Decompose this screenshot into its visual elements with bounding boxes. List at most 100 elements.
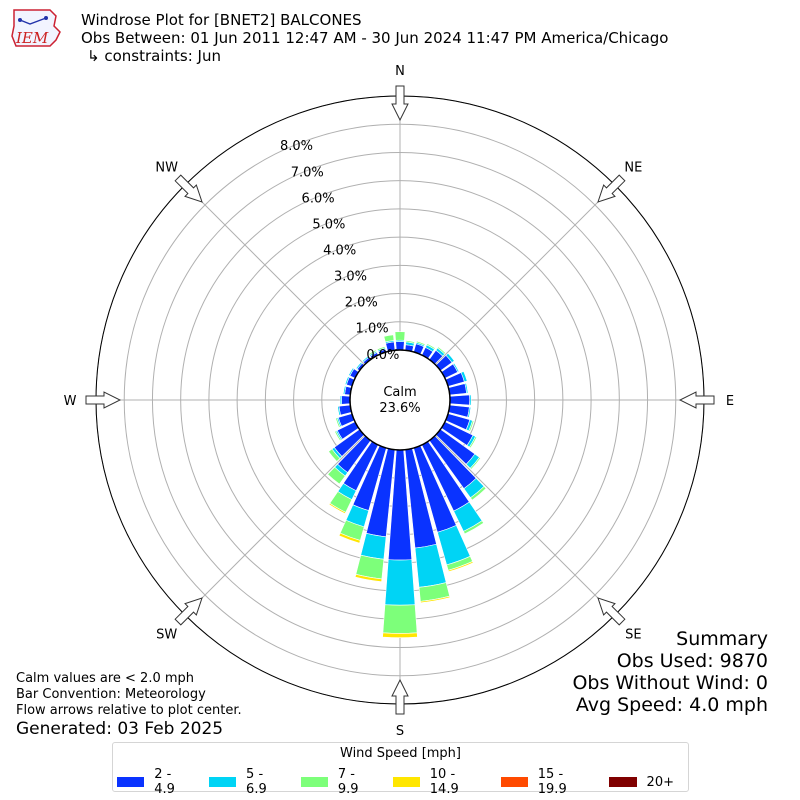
bar-segment (460, 371, 468, 383)
calm-circle (349, 349, 451, 451)
legend-item: 2 - 4.9 (117, 767, 195, 797)
bar-segment (445, 352, 455, 363)
bar-segment (344, 376, 350, 386)
direction-label: N (395, 64, 405, 79)
grid-spoke (435, 435, 616, 616)
bar-segment (405, 340, 416, 344)
legend-item: 10 - 14.9 (392, 767, 487, 797)
notes: Calm values are < 2.0 mph Bar Convention… (16, 671, 242, 719)
iem-logo: IEM (6, 6, 66, 52)
ring-label: 6.0% (302, 191, 335, 206)
bar-segment (334, 430, 342, 442)
bar-segment (338, 532, 361, 544)
bar-segment (426, 343, 436, 350)
flow-arrow-icon (174, 174, 203, 203)
flow-arrow-icon (597, 174, 626, 203)
grid-spoke (184, 184, 365, 365)
bar-segment (368, 349, 377, 356)
bar-segment (339, 395, 343, 405)
bar-segment (469, 394, 472, 406)
bar-segment (361, 355, 370, 363)
bar-segment (348, 367, 355, 377)
bar-segment (437, 346, 447, 355)
ring-label: 2.0% (345, 296, 378, 311)
direction-label: SE (625, 627, 641, 642)
avg-speed: Avg Speed: 4.0 mph (575, 694, 768, 716)
bar-segment (449, 394, 471, 406)
windrose-bars (327, 331, 487, 638)
flow-arrow-icon (174, 597, 203, 626)
bar-segment (463, 520, 485, 535)
legend-item: 5 - 6.9 (208, 767, 287, 797)
legend-items: 2 - 4.9 5 - 6.9 7 - 9.9 10 - 14.9 15 - 19.9 2… (117, 767, 688, 797)
ring-label: 1.0% (356, 322, 389, 337)
calm-value: 23.6% (379, 401, 420, 416)
bar-segment (464, 382, 469, 394)
summary-title: Summary (676, 628, 768, 650)
direction-label: NE (624, 161, 642, 176)
bar-segment (468, 420, 475, 432)
legend-title: Wind Speed [mph] (340, 746, 461, 761)
legend-label: 15 - 19.9 (537, 767, 567, 797)
direction-arrows (85, 85, 715, 715)
ring-label: 8.0% (280, 139, 313, 154)
summary-block: Summary Obs Used: 9870 Obs Without Wind:… (572, 628, 768, 716)
calm-definition: Calm values are < 2.0 mph (16, 671, 195, 686)
bar-segment (327, 466, 346, 485)
direction-label: S (396, 724, 404, 739)
chart-title: Windrose Plot for [BNET2] BALCONES (81, 11, 362, 29)
obs-without-wind: Obs Without Wind: 0 (572, 672, 768, 694)
legend-label: 2 - 4.9 (154, 767, 175, 797)
bar-segment (382, 604, 418, 634)
bar-segment (384, 559, 416, 606)
bar-segment (394, 331, 406, 341)
bar-segment (338, 404, 352, 416)
direction-label: W (64, 394, 77, 409)
bar-segment (355, 361, 363, 370)
bar-segment (328, 502, 347, 515)
legend-label: 7 - 9.9 (337, 767, 359, 797)
calm-label: Calm (383, 385, 416, 400)
legend-swatch (500, 777, 528, 787)
chart-period: Obs Between: 01 Jun 2011 12:47 AM - 30 J… (81, 29, 669, 47)
bar-segment (328, 448, 341, 462)
bar-segment (337, 405, 341, 416)
ring-label: 5.0% (312, 217, 345, 232)
legend-item: 7 - 9.9 (300, 767, 379, 797)
ring-label: 7.0% (291, 165, 324, 180)
bar-segment (420, 595, 451, 604)
svg-text:IEM: IEM (15, 29, 49, 47)
flow-arrow-icon (85, 391, 122, 409)
ring-label: 0.0% (366, 348, 399, 363)
bar-segment (341, 395, 351, 405)
bar-convention: Bar Convention: Meteorology (16, 687, 206, 702)
bar-segment (468, 436, 478, 449)
generated-date: Generated: 03 Feb 2025 (16, 719, 224, 739)
legend-swatch (117, 777, 145, 787)
legend-swatch (392, 777, 420, 787)
legend-item: 15 - 19.9 (500, 767, 595, 797)
bar-segment (469, 456, 482, 470)
direction-label: SW (156, 627, 177, 642)
axis-labels: N NE E SE S SW W NW 0.0% 1.0% 2.0% 3.0% 4.0% 5.0% 6.0%… (64, 64, 735, 739)
bar-segment (342, 385, 347, 395)
legend-swatch (608, 777, 637, 787)
legend-item: 20+ (608, 774, 674, 790)
bar-segment (335, 417, 341, 428)
flow-arrow-icon (678, 391, 715, 409)
legend-label: 20+ (646, 774, 674, 790)
direction-label: E (726, 394, 734, 409)
grid-spoke (184, 435, 365, 616)
legend-swatch (300, 777, 328, 787)
legend-swatch (208, 777, 237, 787)
bar-segment (383, 334, 395, 343)
bar-segment (470, 486, 487, 501)
bar-segment (376, 346, 386, 351)
bar-segment (447, 561, 474, 573)
bar-segment (414, 543, 447, 588)
grid-spoke (435, 184, 616, 365)
bar-segment (452, 362, 460, 373)
ring-label: 3.0% (334, 270, 367, 285)
flow-arrow-icon (391, 85, 409, 122)
